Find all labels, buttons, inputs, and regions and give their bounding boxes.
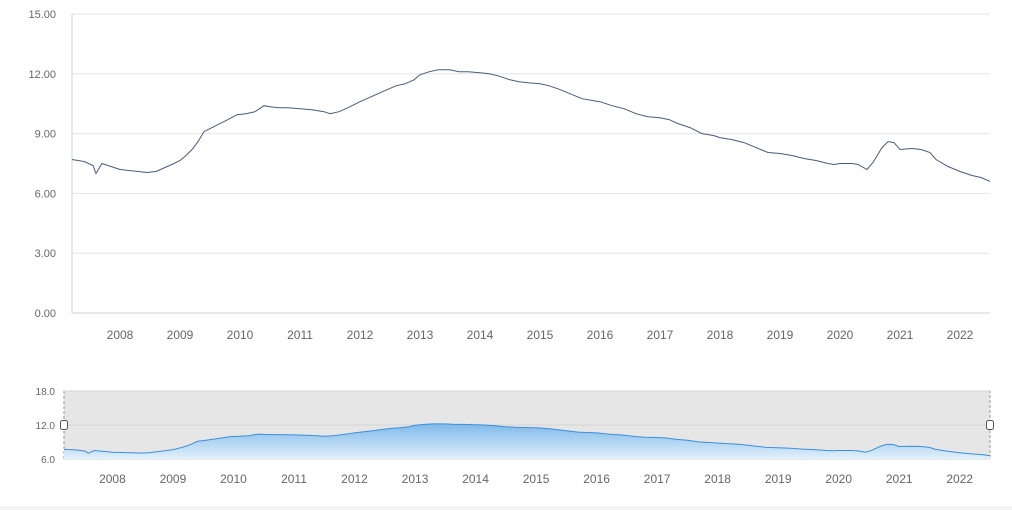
navigator-x-tick-label: 2010 — [220, 472, 247, 486]
navigator-x-tick-label: 2021 — [886, 472, 913, 486]
x-tick-label: 2008 — [107, 328, 134, 342]
navigator-x-axis: 2008 2009 2010 2011 2012 2013 2014 2015 2016 2017… — [99, 472, 973, 486]
x-tick-label: 2022 — [947, 328, 974, 342]
navigator-line — [63, 423, 991, 457]
navigator-x-tick-label: 2008 — [99, 472, 126, 486]
navigator-chart[interactable]: 6.0 12.0 18.0 2008 2009 2010 2011 2012 2013 2014… — [0, 380, 1012, 500]
navigator-y-tick-label: 12.0 — [36, 421, 56, 432]
navigator-x-tick-label: 2020 — [825, 472, 852, 486]
navigator-handle-left[interactable] — [60, 420, 68, 430]
navigator-x-tick-label: 2009 — [160, 472, 187, 486]
x-tick-label: 2009 — [167, 328, 194, 342]
navigator-x-tick-label: 2016 — [583, 472, 610, 486]
y-tick-label: 3.00 — [35, 248, 56, 260]
navigator-area — [64, 423, 990, 459]
series-line — [71, 69, 991, 182]
navigator-y-tick-label: 6.0 — [41, 455, 55, 466]
y-tick-label: 15.00 — [28, 9, 56, 21]
x-tick-label: 2013 — [407, 328, 434, 342]
main-grid — [71, 13, 990, 314]
main-y-axis: 0.00 3.00 6.00 9.00 12.00 15.00 — [28, 9, 56, 320]
y-tick-label: 6.00 — [35, 188, 56, 200]
navigator-x-tick-label: 2014 — [462, 472, 489, 486]
y-tick-label: 0.00 — [35, 308, 56, 320]
main-x-axis: 2008 2009 2010 2011 2012 2013 2014 2015 2016 2017… — [107, 328, 974, 342]
x-tick-label: 2010 — [227, 328, 254, 342]
x-tick-label: 2011 — [287, 328, 313, 342]
navigator-x-tick-label: 2011 — [281, 472, 307, 486]
navigator-y-axis: 6.0 12.0 18.0 — [36, 387, 56, 466]
y-tick-label: 9.00 — [35, 129, 56, 141]
x-tick-label: 2017 — [647, 328, 674, 342]
x-tick-label: 2021 — [887, 328, 914, 342]
x-tick-label: 2018 — [707, 328, 734, 342]
x-tick-label: 2012 — [347, 328, 374, 342]
x-tick-label: 2016 — [587, 328, 614, 342]
navigator-x-tick-label: 2019 — [765, 472, 792, 486]
x-tick-label: 2019 — [767, 328, 794, 342]
bottom-divider — [0, 506, 1012, 510]
x-tick-label: 2015 — [527, 328, 554, 342]
y-tick-label: 12.00 — [28, 69, 56, 81]
navigator-x-tick-label: 2022 — [946, 472, 973, 486]
navigator-x-tick-label: 2013 — [402, 472, 429, 486]
navigator-x-tick-label: 2015 — [523, 472, 550, 486]
x-tick-label: 2014 — [467, 328, 494, 342]
navigator-x-tick-label: 2012 — [341, 472, 368, 486]
navigator-x-tick-label: 2018 — [704, 472, 731, 486]
navigator-y-tick-label: 18.0 — [36, 387, 56, 398]
navigator-handle-right[interactable] — [986, 420, 994, 430]
x-tick-label: 2020 — [827, 328, 854, 342]
navigator-x-tick-label: 2017 — [644, 472, 671, 486]
